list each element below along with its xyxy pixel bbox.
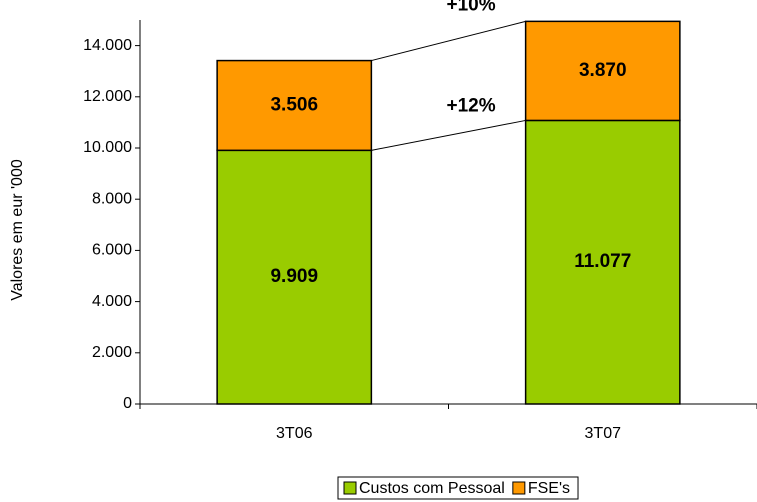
bar-segment (524, 20, 681, 122)
connector (371, 119, 526, 151)
value-label: 9.909 (270, 266, 318, 287)
annotation: +12% (447, 95, 496, 116)
y-tick-label: 10.000 (83, 139, 132, 156)
value-label: 3.870 (579, 60, 627, 81)
bar-segment (216, 149, 373, 405)
legend-swatch (343, 481, 357, 495)
legend-label: FSE's (528, 480, 570, 497)
annotation: +10% (447, 0, 496, 15)
y-axis-label: Valores em eur '000 (9, 159, 26, 301)
legend-swatch (512, 481, 526, 495)
y-tick-label: 6.000 (92, 242, 132, 259)
legend-label: Custos com Pessoal (359, 480, 505, 497)
x-tick-label: 3T07 (585, 425, 622, 442)
connector (371, 20, 526, 62)
value-label: 3.506 (270, 94, 318, 115)
y-tick-label: 12.000 (83, 88, 132, 105)
value-label: 11.077 (574, 251, 631, 272)
y-tick-label: 2.000 (92, 344, 132, 361)
y-tick-label: 0 (123, 395, 132, 412)
bar-segment (216, 59, 373, 152)
y-tick-label: 8.000 (92, 190, 132, 207)
y-tick-label: 4.000 (92, 293, 132, 310)
x-tick-label: 3T06 (276, 425, 313, 442)
y-tick-label: 14.000 (83, 37, 132, 54)
